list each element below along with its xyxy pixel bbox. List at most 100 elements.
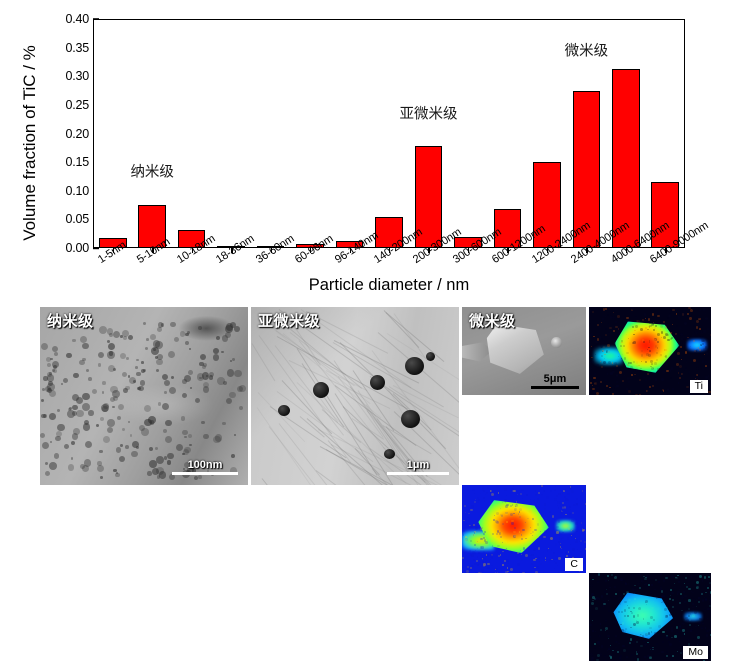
nano-particle (222, 422, 226, 426)
eds-noise-pixel (631, 391, 633, 393)
nano-particle (182, 379, 186, 383)
eds-noise-pixel (608, 323, 610, 325)
eds-noise-pixel (565, 514, 567, 516)
eds-noise-pixel (525, 554, 528, 557)
eds-noise-pixel (541, 494, 543, 496)
eds-noise-pixel (670, 595, 672, 597)
nano-particle (141, 361, 144, 364)
eds-noise-pixel (532, 535, 533, 536)
eds-noise-pixel (681, 610, 682, 611)
eds-noise-pixel (485, 561, 487, 563)
eds-noise-pixel (653, 619, 656, 622)
eds-noise-pixel (545, 557, 547, 559)
eds-noise-pixel (623, 314, 624, 315)
eds-noise-pixel (618, 602, 621, 605)
eds-noise-pixel (701, 627, 703, 629)
eds-noise-pixel (531, 554, 534, 557)
eds-noise-pixel (571, 535, 572, 536)
eds-noise-pixel (655, 629, 656, 630)
eds-noise-pixel (465, 539, 467, 541)
eds-noise-pixel (580, 540, 582, 542)
eds-noise-pixel (677, 575, 678, 576)
eds-noise-pixel (555, 562, 557, 564)
eds-noise-pixel (517, 494, 518, 495)
nano-particle (203, 434, 209, 440)
eds-noise-pixel (670, 610, 672, 612)
eds-noise-pixel (615, 334, 617, 336)
eds-noise-pixel (513, 485, 514, 486)
nano-particle (198, 475, 202, 479)
eds-noise-pixel (657, 315, 659, 317)
eds-noise-pixel (558, 507, 559, 508)
eds-noise-pixel (648, 632, 650, 634)
nano-particle (46, 357, 51, 362)
eds-noise-pixel (626, 352, 628, 354)
eds-noise-pixel (470, 554, 472, 556)
nano-particle (128, 375, 130, 377)
eds-noise-pixel (687, 639, 690, 642)
eds-map-c: C (462, 485, 586, 573)
eds-noise-pixel (709, 582, 711, 584)
eds-noise-pixel (601, 366, 603, 368)
nano-particle (170, 322, 176, 328)
eds-noise-pixel (544, 503, 546, 505)
eds-noise-pixel (699, 349, 701, 351)
eds-noise-pixel (683, 342, 686, 345)
eds-noise-pixel (505, 505, 508, 508)
submicron-particle (370, 375, 385, 390)
eds-noise-pixel (679, 647, 681, 649)
eds-noise-pixel (500, 536, 502, 538)
eds-noise-pixel (676, 313, 677, 314)
eds-noise-pixel (537, 501, 538, 502)
eds-noise-pixel (627, 364, 629, 366)
nano-particle (54, 352, 58, 356)
eds-noise-pixel (602, 318, 604, 320)
eds-noise-pixel (618, 611, 620, 613)
eds-noise-pixel (559, 538, 562, 541)
eds-noise-pixel (706, 393, 709, 395)
eds-noise-pixel (591, 361, 594, 364)
eds-noise-pixel (679, 602, 681, 604)
eds-noise-pixel (649, 342, 650, 343)
eds-noise-pixel (637, 582, 640, 585)
eds-noise-pixel (548, 548, 549, 549)
eds-noise-pixel (622, 645, 625, 648)
eds-noise-pixel (698, 336, 699, 337)
eds-noise-pixel (690, 628, 693, 631)
eds-noise-pixel (597, 387, 599, 389)
eds-noise-pixel (699, 309, 701, 311)
nano-particle (234, 326, 240, 332)
nano-particle (40, 433, 45, 438)
eds-noise-pixel (702, 599, 705, 602)
eds-noise-pixel (698, 597, 700, 599)
eds-noise-pixel (527, 518, 528, 519)
eds-noise-pixel (651, 651, 652, 652)
eds-noise-pixel (688, 608, 690, 610)
eds-noise-pixel (659, 354, 662, 357)
eds-noise-pixel (657, 607, 660, 610)
nano-particle (54, 453, 59, 458)
eds-noise-pixel (521, 489, 523, 491)
eds-noise-pixel (468, 513, 469, 514)
eds-noise-pixel (646, 576, 648, 578)
eds-noise-pixel (650, 591, 652, 593)
eds-noise-pixel (480, 493, 481, 494)
eds-noise-pixel (710, 385, 711, 387)
eds-noise-pixel (661, 651, 663, 653)
eds-noise-pixel (689, 624, 691, 626)
eds-noise-pixel (483, 533, 485, 535)
eds-noise-pixel (563, 530, 564, 531)
eds-noise-pixel (601, 346, 602, 347)
eds-noise-pixel (692, 334, 695, 337)
eds-noise-pixel (660, 573, 662, 575)
nano-particle (162, 403, 170, 411)
nano-particle (71, 441, 75, 445)
eds-noise-pixel (686, 360, 687, 361)
submicron-particle (278, 405, 290, 416)
eds-noise-pixel (643, 611, 645, 613)
eds-noise-pixel (672, 599, 674, 601)
eds-noise-pixel (612, 393, 614, 395)
eds-noise-pixel (505, 512, 508, 515)
eds-noise-pixel (485, 511, 486, 512)
